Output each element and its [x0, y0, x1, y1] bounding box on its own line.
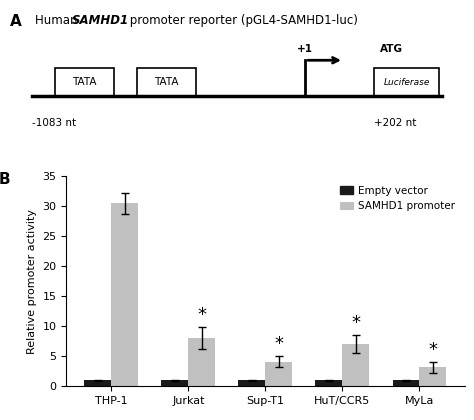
Y-axis label: Relative promoter activity: Relative promoter activity — [27, 209, 37, 354]
Text: ATG: ATG — [380, 44, 403, 54]
Text: *: * — [428, 341, 438, 359]
Text: *: * — [351, 314, 360, 332]
Text: B: B — [0, 172, 10, 187]
Text: +202 nt: +202 nt — [374, 118, 416, 128]
Bar — [265, 362, 292, 386]
Text: Luciferase: Luciferase — [383, 78, 430, 87]
Bar — [111, 203, 138, 386]
Text: TATA: TATA — [154, 77, 179, 87]
Bar — [84, 381, 111, 386]
Bar — [189, 338, 215, 386]
Text: promoter reporter (pGL4-SAMHD1-luc): promoter reporter (pGL4-SAMHD1-luc) — [127, 14, 358, 27]
Bar — [137, 68, 196, 96]
Bar — [374, 68, 439, 96]
Text: Human: Human — [35, 14, 81, 27]
Legend: Empty vector, SAMHD1 promoter: Empty vector, SAMHD1 promoter — [336, 181, 459, 215]
Bar — [316, 381, 342, 386]
Bar — [238, 381, 265, 386]
Text: A: A — [9, 14, 21, 29]
Bar — [55, 68, 114, 96]
Bar — [162, 381, 189, 386]
Text: -1083 nt: -1083 nt — [32, 118, 76, 128]
Bar — [342, 344, 369, 386]
Text: TATA: TATA — [73, 77, 97, 87]
Bar — [419, 367, 447, 386]
Text: *: * — [274, 336, 283, 353]
Text: +1: +1 — [297, 44, 313, 54]
Text: SAMHD1: SAMHD1 — [72, 14, 129, 27]
Bar — [392, 381, 419, 386]
Text: *: * — [197, 306, 206, 324]
